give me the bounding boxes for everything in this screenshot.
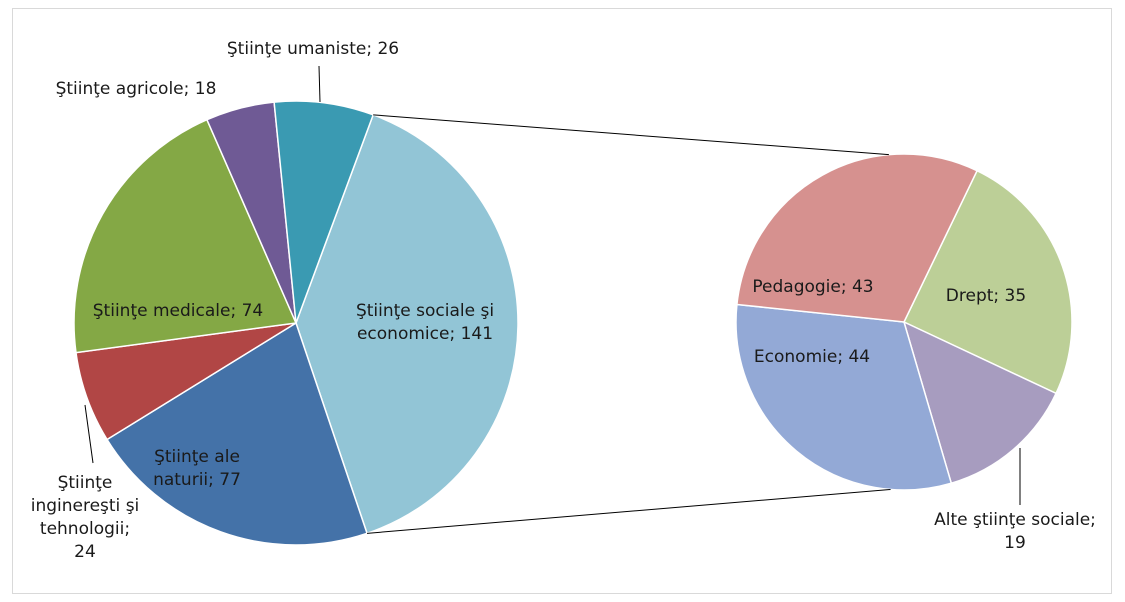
slice-label-stiinte-sociale-si-economice-141-line: Ştiinţe sociale şi [356, 301, 494, 321]
slice-label-pedagogie-43-line: Pedagogie; 43 [752, 277, 873, 297]
slice-label-stiinte-ale-naturii-77-line: Ştiinţe ale [154, 447, 240, 467]
slice-label-economie-44-line: Economie; 44 [754, 347, 870, 367]
leader-line [84, 404, 94, 464]
pie-slice-stiinte-ale-naturii-77 [106, 321, 368, 546]
pie-slice-alte-stiinte-sociale-19 [902, 320, 1058, 485]
slice-label-drept-35: Drept; 35 [946, 286, 1026, 306]
slice-label-stiinte-medicale-74: Ştiinţe medicale; 74 [93, 301, 263, 321]
slice-label-stiinte-ingineresti-si-tehnologii-24-line: Ştiinţe [58, 473, 113, 493]
slice-label-stiinte-ingineresti-si-tehnologii-24-line: inginereşti şi [31, 496, 140, 516]
slice-label-alte-stiinte-sociale-19-line: Alte ştiinţe sociale; [934, 510, 1096, 530]
slice-label-stiinte-umaniste-26-line: Ştiinţe umaniste; 26 [227, 39, 399, 59]
slice-label-stiinte-agricole-18: Ştiinţe agricole; 18 [56, 79, 217, 99]
connector-line-bottom [366, 488, 891, 534]
slice-label-stiinte-ale-naturii-77-line: naturii; 77 [153, 470, 241, 490]
pie-slice-pedagogie-43 [736, 153, 979, 323]
pie-slice-stiinte-medicale-74 [73, 118, 298, 354]
slice-label-stiinte-umaniste-26: Ştiinţe umaniste; 26 [227, 39, 399, 59]
slice-label-economie-44: Economie; 44 [754, 347, 870, 367]
leader-line [318, 65, 321, 103]
slice-label-stiinte-medicale-74-line: Ştiinţe medicale; 74 [93, 301, 263, 321]
pie-slice-drept-35 [902, 169, 1073, 395]
slice-label-stiinte-sociale-si-economice-141-line: economice; 141 [357, 324, 493, 344]
slice-label-drept-35-line: Drept; 35 [946, 286, 1026, 306]
slice-label-alte-stiinte-sociale-19-line: 19 [1004, 533, 1026, 553]
chart-frame [12, 8, 1112, 594]
slice-label-stiinte-ingineresti-si-tehnologii-24-line: 24 [74, 542, 96, 562]
pie-slice-stiinte-umaniste-26 [273, 100, 375, 324]
slice-label-alte-stiinte-sociale-19: Alte ştiinţe sociale; 19 [934, 510, 1096, 553]
connector-line-top [373, 114, 889, 156]
slice-label-stiinte-ingineresti-si-tehnologii-24: Ştiinţe inginereşti şi tehnologii; 24 [31, 473, 140, 562]
slice-label-stiinte-ale-naturii-77: Ştiinţe ale naturii; 77 [153, 447, 241, 490]
slice-label-stiinte-agricole-18-line: Ştiinţe agricole; 18 [56, 79, 217, 99]
slice-label-stiinte-sociale-si-economice-141: Ştiinţe sociale şi economice; 141 [356, 301, 494, 344]
slice-label-stiinte-ingineresti-si-tehnologii-24-line: tehnologii; [40, 519, 130, 539]
pie-slice-stiinte-sociale-si-economice-141 [295, 113, 519, 535]
pie-slice-economie-44 [735, 303, 953, 491]
slice-label-pedagogie-43: Pedagogie; 43 [752, 277, 873, 297]
